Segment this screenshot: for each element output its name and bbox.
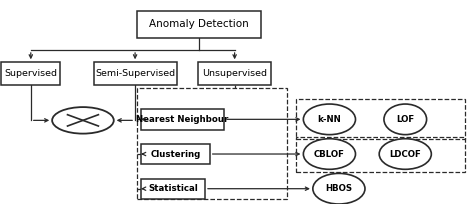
Text: Nearest Neighbour: Nearest Neighbour <box>137 115 228 124</box>
Ellipse shape <box>313 173 365 204</box>
Text: Statistical: Statistical <box>148 184 198 193</box>
Circle shape <box>52 107 114 134</box>
Bar <box>296 99 465 139</box>
Ellipse shape <box>303 104 356 135</box>
Text: Supervised: Supervised <box>4 69 57 78</box>
Text: LOF: LOF <box>396 115 414 124</box>
Text: Unsupervised: Unsupervised <box>202 69 267 78</box>
Bar <box>137 11 261 38</box>
Bar <box>141 144 210 164</box>
Bar <box>296 137 465 172</box>
Ellipse shape <box>379 139 431 169</box>
Text: Anomaly Detection: Anomaly Detection <box>149 19 249 30</box>
Text: Semi-Supervised: Semi-Supervised <box>95 69 175 78</box>
Bar <box>93 62 176 85</box>
Bar <box>141 109 224 130</box>
Bar <box>141 178 205 199</box>
Ellipse shape <box>384 104 427 135</box>
Ellipse shape <box>303 139 356 169</box>
Bar <box>137 88 287 199</box>
Text: CBLOF: CBLOF <box>314 150 345 159</box>
Bar <box>1 62 61 85</box>
Text: HBOS: HBOS <box>325 184 353 193</box>
Text: LDCOF: LDCOF <box>390 150 421 159</box>
Bar <box>198 62 271 85</box>
Text: Clustering: Clustering <box>150 150 201 159</box>
Text: k-NN: k-NN <box>318 115 341 124</box>
